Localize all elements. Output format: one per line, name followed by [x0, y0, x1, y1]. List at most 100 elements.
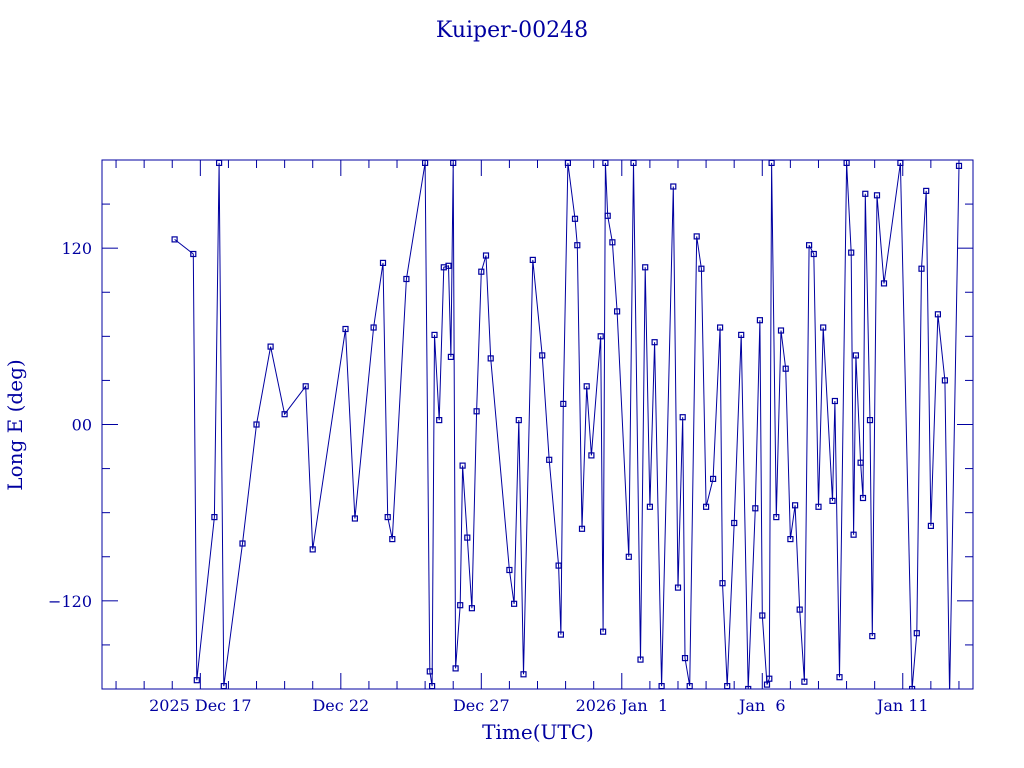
data-point: [389, 535, 396, 543]
data-point: [923, 187, 930, 194]
data-point: [342, 325, 349, 333]
data-point: [515, 417, 522, 424]
x-tick-label: Dec 27: [453, 696, 510, 715]
data-point: [431, 331, 438, 338]
data-point: [520, 671, 527, 678]
data-point: [599, 628, 607, 635]
data-point: [763, 681, 771, 688]
data-point: [473, 408, 480, 415]
data-point: [791, 502, 799, 509]
data-point: [445, 262, 452, 269]
plot-area: [101, 159, 974, 690]
data-point: [719, 580, 726, 587]
data-point: [698, 265, 705, 272]
series-line: [174, 162, 960, 689]
data-point: [560, 400, 567, 407]
data-point: [447, 353, 454, 360]
data-point: [403, 275, 410, 283]
data-point: [815, 503, 822, 510]
data-point: [829, 497, 836, 504]
data-point: [670, 183, 677, 190]
y-tick-label: 00: [72, 416, 92, 435]
data-point: [869, 632, 876, 640]
plot-frame: [101, 159, 974, 690]
data-point: [309, 546, 316, 553]
data-point: [220, 682, 227, 689]
data-point: [716, 324, 724, 331]
data-point: [426, 668, 433, 675]
data-point: [171, 236, 178, 243]
data-point: [630, 160, 637, 166]
data-point: [529, 256, 536, 263]
data-point: [686, 682, 693, 689]
x-tick-label: 2026 Jan 1: [576, 696, 668, 715]
data-point: [745, 685, 752, 689]
data-point: [487, 355, 494, 362]
data-point: [651, 339, 658, 346]
data-point: [738, 331, 745, 338]
data-point: [539, 352, 546, 359]
data-point: [239, 540, 246, 547]
data-point: [436, 417, 443, 424]
data-point: [602, 160, 609, 166]
y-axis-label: Long E (deg): [3, 359, 27, 490]
x-tick-label: Jan 11: [875, 696, 929, 715]
data-point: [588, 452, 595, 459]
data-point: [422, 160, 429, 166]
data-point: [511, 600, 518, 607]
data-point: [379, 259, 387, 266]
data-point: [370, 324, 377, 331]
x-tick-label: 2025 Dec 17: [149, 696, 252, 715]
data-point: [546, 456, 553, 463]
data-point: [773, 513, 780, 521]
data-point: [625, 553, 632, 560]
data-point: [190, 250, 197, 258]
data-point: [752, 505, 759, 512]
x-axis-label: Time(UTC): [482, 720, 594, 744]
data-point: [759, 612, 766, 619]
data-point: [820, 324, 827, 331]
x-tick-label: Dec 22: [312, 696, 369, 715]
data-point: [281, 411, 288, 418]
data-point: [897, 160, 904, 166]
data-point: [604, 212, 611, 219]
data-point: [880, 280, 888, 287]
data-point: [564, 160, 572, 166]
data-point: [429, 682, 436, 689]
data-point: [693, 233, 700, 240]
data-point: [731, 519, 738, 527]
data-point: [702, 503, 710, 510]
data-point: [859, 494, 867, 502]
data-point: [253, 421, 260, 428]
data-point: [583, 383, 590, 390]
data-point: [866, 417, 874, 424]
data-point: [768, 160, 775, 166]
data-point: [782, 365, 789, 372]
data-point: [459, 462, 466, 469]
data-point: [609, 239, 616, 246]
data-point: [482, 252, 490, 259]
data-point: [796, 606, 803, 613]
data-point: [642, 264, 649, 271]
data-point: [810, 250, 817, 258]
data-point: [646, 503, 654, 510]
data-point: [464, 534, 471, 541]
data-point: [843, 160, 850, 166]
data-point: [450, 160, 457, 166]
data-point: [193, 677, 200, 684]
data-point: [913, 630, 920, 637]
data-point: [850, 531, 857, 538]
data-point: [857, 459, 864, 466]
data-point: [709, 475, 717, 482]
data-point: [848, 249, 855, 256]
y-axis: −120 00 120: [48, 159, 973, 690]
data-point: [557, 631, 565, 638]
data-point: [679, 414, 686, 421]
data-point: [674, 584, 682, 591]
chart-title: Kuiper-00248: [436, 18, 588, 43]
data-point: [766, 675, 773, 682]
data-point: [947, 692, 952, 697]
data-point: [637, 656, 644, 663]
data-point: [478, 268, 485, 275]
